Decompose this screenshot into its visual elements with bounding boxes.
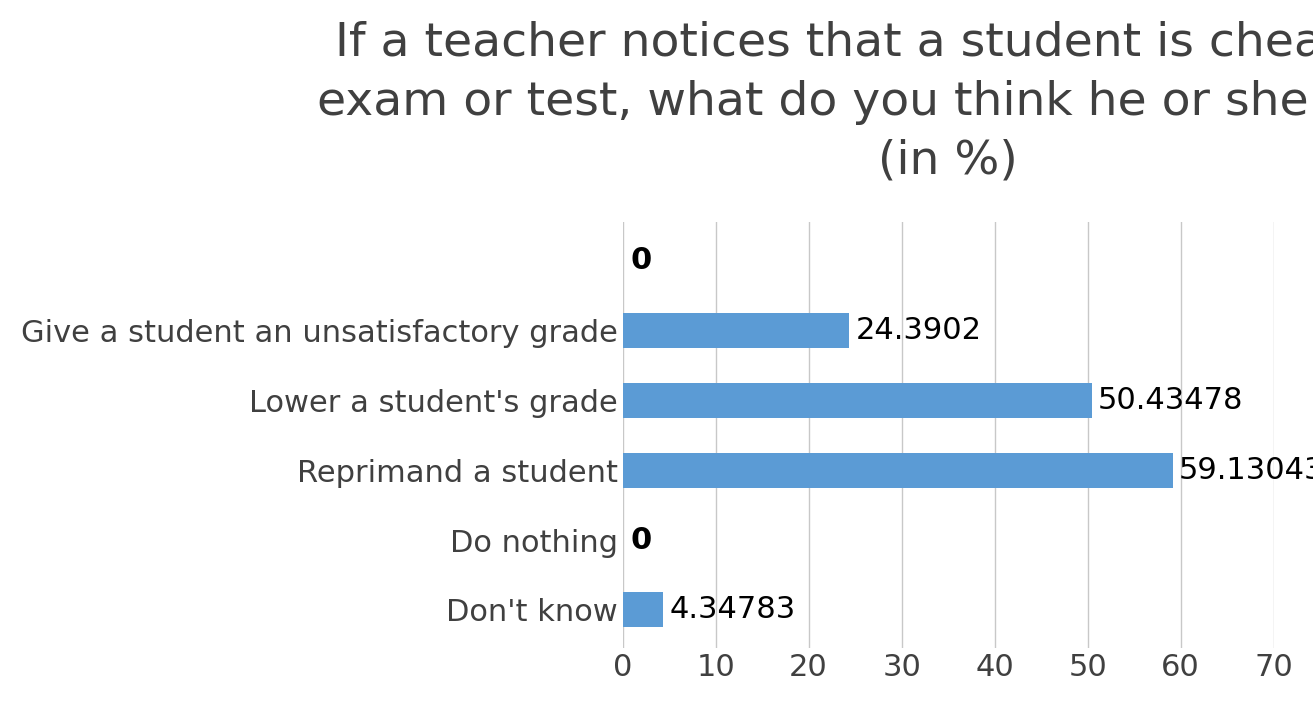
Text: 59.13043: 59.13043 bbox=[1178, 456, 1313, 485]
Bar bbox=[622, 453, 1171, 488]
Text: 24.3902: 24.3902 bbox=[855, 316, 981, 345]
Bar bbox=[622, 593, 663, 627]
Text: 4.34783: 4.34783 bbox=[670, 595, 796, 624]
Text: 50.43478: 50.43478 bbox=[1098, 386, 1243, 415]
Bar bbox=[622, 383, 1091, 418]
Text: 0: 0 bbox=[630, 246, 651, 276]
Bar bbox=[622, 313, 850, 348]
Title: If a teacher notices that a student is cheating on an
exam or test, what do you : If a teacher notices that a student is c… bbox=[316, 21, 1313, 183]
Text: 0: 0 bbox=[630, 526, 651, 555]
